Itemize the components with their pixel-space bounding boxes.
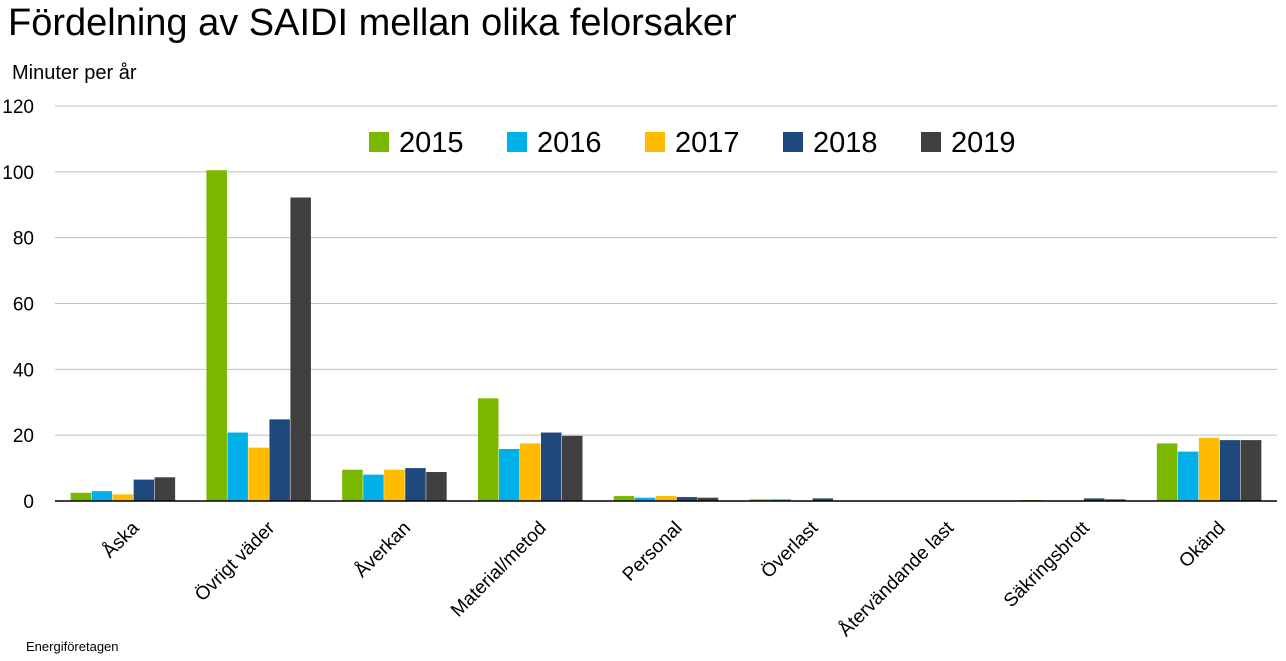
bar <box>426 472 447 501</box>
x-tick-label: Övrigt väder <box>191 517 279 605</box>
bar <box>519 443 541 501</box>
legend-swatch <box>369 132 389 152</box>
bar <box>112 494 134 501</box>
legend-swatch <box>783 132 803 152</box>
x-tick-label: Material/metod <box>447 518 551 622</box>
gridlines <box>55 105 1277 436</box>
legend-label: 2015 <box>399 127 464 159</box>
bar <box>540 432 562 501</box>
legend-swatch <box>645 132 665 152</box>
bar <box>248 447 269 501</box>
legend-label: 2016 <box>537 127 602 159</box>
bar <box>749 499 771 501</box>
chart-title: Fördelning av SAIDI mellan olika felorsa… <box>8 2 737 44</box>
legend-swatch <box>507 132 527 152</box>
bar <box>812 498 834 501</box>
bar <box>676 497 698 501</box>
bar <box>477 398 499 501</box>
bar <box>1084 498 1105 501</box>
x-tick-label: Överlast <box>757 517 822 582</box>
bar <box>498 448 520 501</box>
bar <box>363 474 384 501</box>
y-tick-label: 80 <box>13 229 34 250</box>
bar <box>655 496 677 501</box>
bar <box>1219 440 1241 501</box>
legend-swatch <box>921 132 941 152</box>
bar <box>634 497 656 501</box>
bar <box>1105 499 1126 501</box>
bars <box>70 170 1262 501</box>
x-tick-label: Okänd <box>1175 518 1229 572</box>
bar <box>1156 443 1178 501</box>
legend-label: 2017 <box>675 127 740 159</box>
legend-label: 2018 <box>813 127 878 159</box>
bar <box>269 419 290 501</box>
bar <box>384 469 405 501</box>
bar <box>613 496 635 501</box>
x-tick-label: Personal <box>619 518 687 586</box>
bar <box>70 492 92 501</box>
bar <box>290 197 311 501</box>
x-tick-label: Åska <box>99 517 144 562</box>
y-tick-label: 120 <box>2 97 34 118</box>
x-tick-label: Återvändande last <box>835 517 959 641</box>
bar <box>405 468 426 501</box>
y-axis-ticks: 0 20 40 60 80 100 120 <box>2 97 34 513</box>
x-tick-label: Åverkan <box>351 518 415 582</box>
legend: 2015 2016 2017 2018 2019 <box>369 127 1016 159</box>
bar <box>1240 440 1262 501</box>
legend-label: 2019 <box>951 127 1016 159</box>
x-axis-ticks: Åska Övrigt väder Åverkan Material/metod Per… <box>99 517 1230 641</box>
bar <box>133 479 155 501</box>
bar <box>1198 437 1220 501</box>
bar <box>206 170 227 501</box>
bar <box>770 499 792 501</box>
y-tick-label: 0 <box>23 492 34 513</box>
y-tick-label: 20 <box>13 426 34 447</box>
source-note: Energiföretagen <box>26 639 119 654</box>
bar <box>342 469 363 501</box>
y-tick-label: 40 <box>13 360 34 381</box>
bar <box>227 432 248 501</box>
bar <box>561 435 583 501</box>
y-tick-label: 100 <box>2 163 34 184</box>
bar <box>91 491 113 501</box>
bar <box>697 497 719 501</box>
bar <box>154 477 176 501</box>
y-tick-label: 60 <box>13 295 34 316</box>
y-axis-label: Minuter per år <box>12 62 137 84</box>
bar <box>1177 451 1199 501</box>
x-tick-label: Säkringsbrott <box>1000 517 1095 612</box>
